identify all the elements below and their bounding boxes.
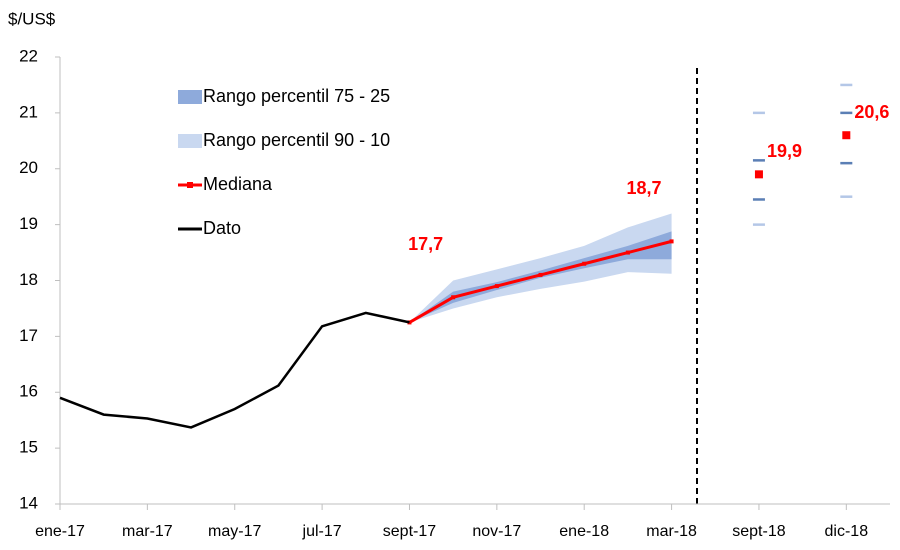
marker — [754, 170, 763, 179]
legend-label: Mediana — [203, 174, 273, 194]
marker — [669, 239, 674, 244]
data-label: 19,9 — [767, 141, 802, 161]
marker — [582, 261, 587, 266]
y-tick-label: 20 — [19, 158, 38, 177]
data-label: 18,7 — [627, 178, 662, 198]
x-tick-label: sept-17 — [383, 523, 436, 540]
data-label: 17,7 — [408, 234, 443, 254]
y-tick-label: 15 — [19, 438, 38, 457]
marker — [494, 284, 499, 289]
legend-label: Dato — [203, 218, 241, 238]
x-tick-label: sept-18 — [732, 523, 785, 540]
legend-label: Rango percentil 75 - 25 — [203, 86, 390, 106]
y-tick-label: 17 — [19, 326, 38, 345]
y-axis-label: $/US$ — [8, 9, 56, 28]
y-tick-label: 19 — [19, 214, 38, 233]
x-tick-label: ene-18 — [559, 523, 609, 540]
marker — [625, 250, 630, 255]
marker — [842, 131, 851, 140]
legend-swatch — [178, 134, 202, 148]
band-area — [409, 213, 672, 323]
y-tick-label: 22 — [19, 46, 38, 65]
data-label: 20,6 — [854, 102, 889, 122]
x-tick-label: mar-18 — [646, 523, 697, 540]
y-tick-label: 18 — [19, 270, 38, 289]
legend-swatch — [178, 90, 202, 104]
series-line — [59, 311, 410, 429]
x-tick-label: dic-18 — [825, 523, 869, 540]
legend-marker — [187, 182, 193, 188]
marker — [538, 272, 543, 277]
y-tick-label: 16 — [19, 382, 38, 401]
legend-label: Rango percentil 90 - 10 — [203, 130, 390, 150]
y-tick-label: 21 — [19, 102, 38, 121]
x-tick-label: may-17 — [208, 523, 261, 540]
x-tick-label: nov-17 — [472, 523, 521, 540]
x-tick-label: mar-17 — [122, 523, 173, 540]
y-tick-label: 14 — [19, 493, 38, 512]
marker — [451, 295, 456, 300]
x-tick-label: ene-17 — [35, 523, 85, 540]
x-tick-label: jul-17 — [302, 523, 342, 540]
